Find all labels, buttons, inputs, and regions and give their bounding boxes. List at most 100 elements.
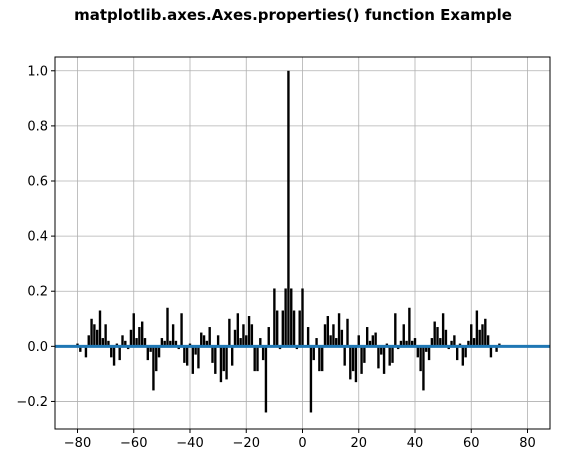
bar — [354, 346, 358, 383]
bar — [174, 340, 178, 347]
bar — [138, 327, 141, 347]
bar — [351, 346, 355, 372]
bar — [214, 346, 217, 374]
y-tick-label: 1.0 — [27, 64, 48, 79]
bar — [219, 346, 223, 383]
bar — [157, 346, 161, 358]
y-tick-label: 0.4 — [27, 230, 48, 245]
bar — [363, 346, 366, 363]
bar — [320, 346, 324, 372]
bar — [332, 324, 335, 347]
bar — [335, 338, 338, 347]
bar — [309, 346, 313, 413]
bar — [110, 346, 113, 358]
bar — [365, 327, 369, 347]
bar — [495, 346, 498, 352]
bar — [472, 338, 476, 347]
bar — [441, 313, 445, 347]
bar — [306, 327, 310, 347]
bar — [416, 346, 420, 358]
bar — [489, 346, 493, 358]
bar — [250, 324, 254, 347]
y-tick-label: 0.8 — [27, 119, 48, 134]
bar — [292, 310, 296, 347]
x-tick-label: 80 — [519, 436, 536, 451]
bar — [402, 324, 405, 347]
bar — [374, 332, 377, 347]
bar — [315, 338, 318, 347]
bar — [216, 335, 220, 347]
bar — [301, 288, 304, 347]
bar — [166, 307, 169, 347]
bar — [427, 346, 431, 361]
bar — [475, 310, 479, 347]
bar — [394, 313, 397, 347]
bar — [329, 335, 332, 347]
bar — [453, 335, 456, 347]
bar — [239, 338, 242, 347]
bar — [87, 335, 90, 347]
x-tick-label: −60 — [120, 436, 147, 451]
bar — [377, 346, 380, 369]
bar — [208, 327, 211, 347]
bar — [95, 329, 99, 347]
bar — [146, 346, 150, 361]
bar — [357, 335, 360, 347]
bar — [391, 346, 394, 363]
bar — [191, 346, 195, 374]
bar — [410, 340, 414, 347]
bar — [256, 346, 259, 372]
bar — [388, 346, 391, 366]
bar — [247, 316, 251, 347]
bar — [478, 329, 481, 347]
bar — [143, 338, 147, 347]
bar — [245, 335, 248, 347]
y-tick-label: 0.2 — [27, 285, 48, 300]
bar — [259, 338, 262, 347]
bar — [467, 340, 470, 347]
bar — [273, 288, 276, 347]
bar — [481, 324, 484, 347]
bar — [160, 338, 164, 347]
bar — [118, 346, 121, 361]
bar — [93, 324, 96, 347]
bar — [104, 324, 107, 347]
bar — [228, 318, 231, 347]
bar — [455, 346, 459, 361]
bar — [233, 329, 237, 347]
bar — [155, 346, 158, 372]
y-tick-label: 0.6 — [27, 175, 48, 190]
bar — [422, 346, 425, 391]
bar — [124, 340, 127, 347]
bar — [340, 329, 344, 347]
x-tick-label: −20 — [233, 436, 260, 451]
x-tick-label: −40 — [176, 436, 203, 451]
bar — [408, 307, 411, 347]
bar — [140, 321, 144, 347]
bar — [439, 338, 442, 347]
y-axis: −0.2 0.0 0.2 0.4 0.6 0.8 1.0 — [16, 64, 55, 410]
bar — [405, 340, 408, 347]
bar — [318, 346, 321, 372]
bar — [149, 346, 152, 352]
bar — [101, 338, 105, 347]
bar — [371, 335, 375, 347]
bar — [183, 346, 186, 363]
bar — [90, 318, 93, 347]
bar — [225, 346, 228, 380]
bar — [284, 288, 287, 347]
bar — [194, 346, 197, 355]
bar — [484, 318, 487, 347]
bar — [230, 346, 234, 366]
bar — [419, 346, 422, 372]
bar — [84, 346, 88, 358]
bars — [76, 70, 501, 413]
y-tick-label: 0.0 — [27, 340, 48, 355]
bar — [267, 327, 270, 347]
bar — [382, 346, 386, 374]
bar — [368, 340, 372, 347]
bar — [107, 340, 110, 347]
bar — [180, 313, 183, 347]
bar — [135, 338, 138, 347]
